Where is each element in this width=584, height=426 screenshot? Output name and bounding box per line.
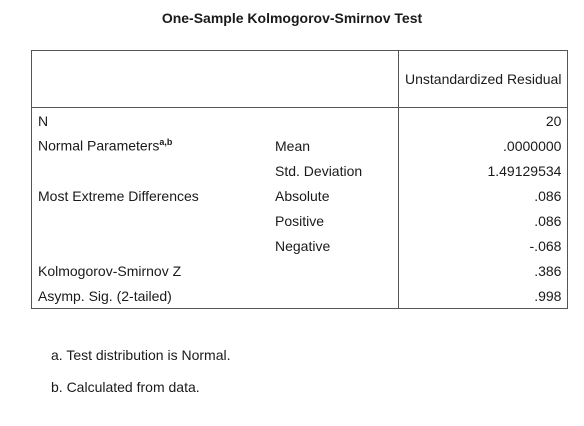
table-row: Kolmogorov-Smirnov Z .386 [32, 258, 568, 283]
statistic [269, 258, 399, 283]
value: .386 [397, 258, 568, 283]
footnote-ref: a,b [159, 137, 173, 148]
statistic: Negative [275, 237, 331, 254]
statistic: Absolute [275, 187, 330, 204]
row-label-text: Asymp. Sig. (2-tailed) [38, 287, 172, 304]
table-title: One-Sample Kolmogorov-Smirnov Test [161, 10, 423, 26]
value: .086 [397, 183, 568, 208]
row-label-text: Kolmogorov-Smirnov Z [38, 262, 182, 279]
header-row: Unstandardized Residual [31, 50, 568, 108]
table-row: Negative -.068 [32, 233, 568, 258]
table-row: Normal Parametersa,b Mean .0000000 [32, 133, 568, 158]
table-row: Std. Deviation 1.49129534 [32, 158, 568, 183]
row-label [32, 158, 270, 183]
row-label-text: N [38, 112, 49, 129]
table-row: Asymp. Sig. (2-tailed) .998 [32, 283, 568, 309]
value: .086 [397, 208, 568, 233]
value: -.068 [397, 233, 568, 258]
header-cell: Unstandardized Residual [397, 50, 568, 108]
statistic: Mean [275, 137, 311, 154]
results-table: Unstandardized Residual N 20 Normal Parame… [31, 50, 569, 309]
statistic [269, 283, 399, 309]
table-row: Most Extreme Differences Absolute .086 [32, 183, 568, 208]
footnote: b. Calculated from data. [51, 379, 200, 395]
table-row: N 20 [32, 107, 568, 134]
value: .998 [397, 283, 568, 309]
table-row: Positive .086 [32, 208, 568, 233]
row-label: N [32, 108, 270, 134]
value: .0000000 [397, 133, 568, 158]
row-label-text: Normal Parameters [38, 137, 160, 154]
row-label [32, 233, 270, 258]
header-blank [31, 50, 399, 108]
header-text: Unstandardized Residual [405, 71, 562, 87]
row-label: Most Extreme Differences [32, 183, 270, 208]
row-label-text: Most Extreme Differences [38, 187, 199, 204]
row-label: Asymp. Sig. (2-tailed) [32, 283, 270, 309]
row-label [32, 208, 270, 233]
statistic: Std. Deviation [275, 162, 363, 179]
row-label: Normal Parametersa,b [32, 133, 270, 158]
statistic [269, 108, 399, 134]
value: 20 [397, 107, 568, 133]
value: 1.49129534 [397, 158, 568, 183]
statistic: Positive [275, 212, 325, 229]
row-label: Kolmogorov-Smirnov Z [32, 258, 270, 283]
footnote: a. Test distribution is Normal. [51, 347, 231, 363]
